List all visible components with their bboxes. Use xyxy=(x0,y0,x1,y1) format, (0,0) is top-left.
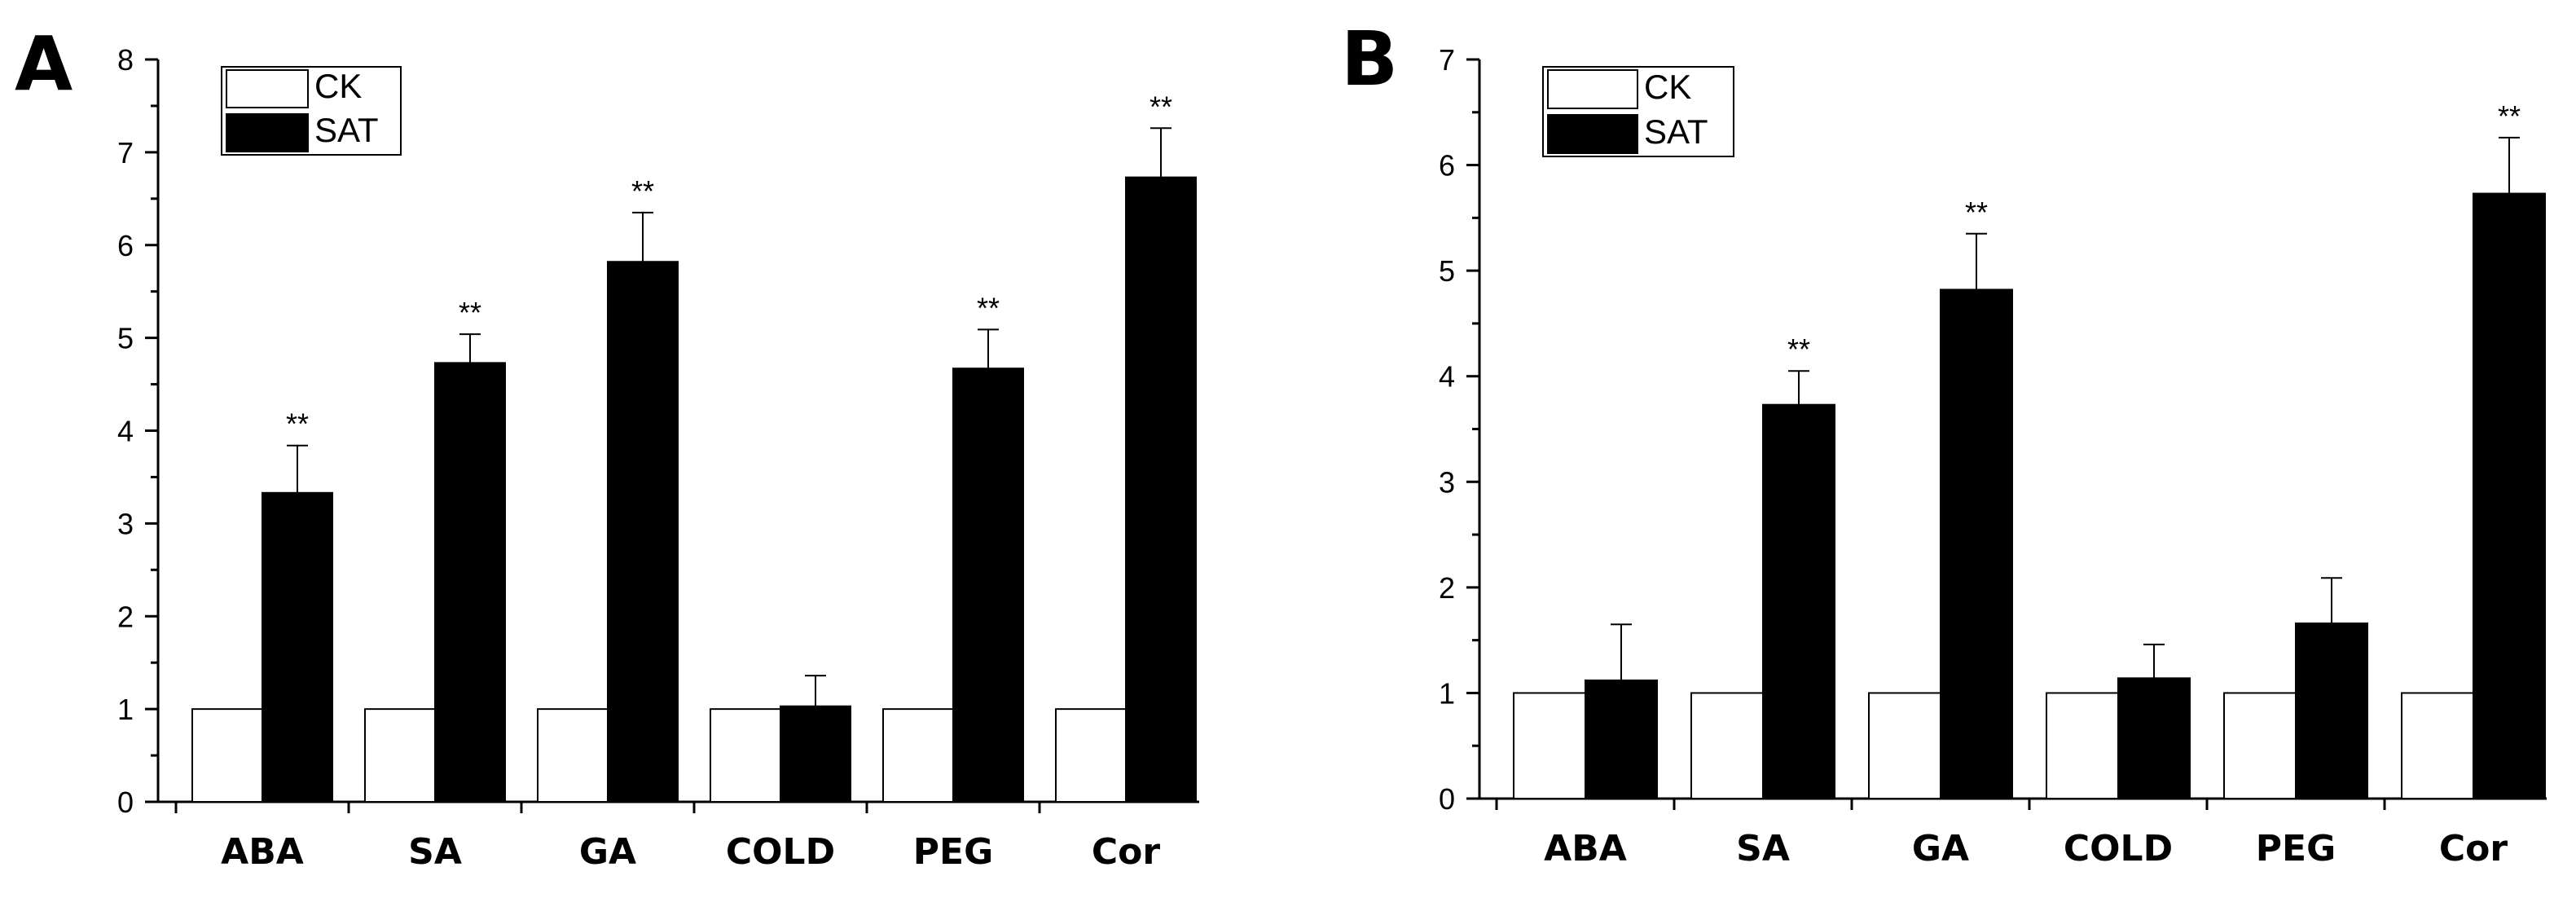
panel-letter: A xyxy=(15,20,73,108)
x-tick-label-peg: PEG xyxy=(913,831,993,873)
bar-sat-aba xyxy=(1585,679,1658,799)
bar-sat-cold xyxy=(780,705,851,803)
bar-ck-sa xyxy=(364,708,436,803)
bar-sat-sa xyxy=(434,362,506,803)
x-tick-label-peg: PEG xyxy=(2256,828,2336,869)
y-tick-label: 8 xyxy=(117,43,134,77)
panel-letter: B xyxy=(1341,15,1398,103)
y-tick-label: 7 xyxy=(1439,43,1455,77)
significance-marker: ** xyxy=(1965,196,1988,229)
bar-ck-sa xyxy=(1690,692,1764,800)
bar-ck-ga xyxy=(1868,692,1941,800)
x-tick-label-aba: ABA xyxy=(1544,828,1627,869)
y-tick-label: 2 xyxy=(1439,571,1455,605)
y-tick-label: 1 xyxy=(1439,676,1455,710)
y-tick-label: 5 xyxy=(117,322,134,355)
legend-label-ck: CK xyxy=(1644,68,1691,106)
legend-label-sat: SAT xyxy=(314,111,379,149)
significance-marker: ** xyxy=(286,407,309,441)
bar-sat-peg xyxy=(952,368,1024,803)
bar-ck-peg xyxy=(2223,692,2297,800)
y-tick-label: 0 xyxy=(117,786,134,819)
y-tick-label: 2 xyxy=(117,600,134,633)
y-tick-label: 3 xyxy=(117,507,134,540)
significance-marker: ** xyxy=(1150,90,1172,123)
bar-ck-cor xyxy=(2401,692,2474,800)
bar-ck-aba xyxy=(191,708,263,803)
significance-marker: ** xyxy=(977,291,1000,324)
significance-marker: ** xyxy=(631,174,654,208)
bar-sat-sa xyxy=(1762,403,1835,799)
bar-ck-aba xyxy=(1513,692,1586,800)
bar-ck-cor xyxy=(1055,708,1127,803)
x-tick-label-ga: GA xyxy=(1912,828,1969,869)
x-tick-label-cold: COLD xyxy=(2064,828,2173,869)
significance-marker: ** xyxy=(1787,332,1810,366)
y-tick-label: 3 xyxy=(1439,465,1455,499)
legend-label-sat: SAT xyxy=(1644,112,1708,151)
x-tick-label-cor: Cor xyxy=(1092,831,1161,873)
y-tick-label: 5 xyxy=(1439,254,1455,288)
x-tick-label-cor: Cor xyxy=(2439,828,2508,869)
x-tick-label-sa: SA xyxy=(1736,828,1790,869)
significance-marker: ** xyxy=(459,296,481,329)
legend-label-ck: CK xyxy=(314,67,362,105)
bar-sat-cold xyxy=(2117,677,2191,799)
bar-sat-aba xyxy=(262,491,333,803)
panel-a: A 0 1 2 3 4 5 6 7 8 ** ABA ** SA ** GA COLD ** PEG ** Cor CK S… xyxy=(15,20,1199,873)
y-tick-label: 1 xyxy=(117,693,134,726)
x-tick-label-sa: SA xyxy=(408,831,462,873)
bar-sat-peg xyxy=(2295,622,2368,800)
bar-ck-cold xyxy=(2046,692,2119,800)
bar-sat-cor xyxy=(2473,192,2546,799)
legend-swatch-sat xyxy=(1547,114,1638,154)
bar-sat-ga xyxy=(607,261,679,803)
significance-marker: ** xyxy=(2498,99,2521,133)
y-tick-label: 6 xyxy=(1439,149,1455,183)
y-tick-label: 4 xyxy=(117,415,134,448)
bar-ck-cold xyxy=(710,708,781,803)
bar-sat-ga xyxy=(1940,288,2013,800)
x-tick-label-ga: GA xyxy=(579,831,636,873)
legend-swatch-ck xyxy=(1547,69,1638,109)
y-tick-label: 6 xyxy=(117,229,134,262)
bar-sat-cor xyxy=(1125,176,1197,803)
panel-b: B 0 1 2 3 4 5 6 7 ABA ** SA ** GA COLD PEG ** Cor CK SAT xyxy=(1341,15,2547,869)
y-tick-label: 4 xyxy=(1439,360,1455,394)
legend-swatch-sat xyxy=(226,113,309,152)
legend-swatch-ck xyxy=(226,69,309,108)
x-tick-label-aba: ABA xyxy=(221,831,304,873)
x-tick-label-cold: COLD xyxy=(726,831,835,873)
y-tick-label: 7 xyxy=(117,136,134,169)
bar-ck-ga xyxy=(537,708,609,803)
y-tick-label: 0 xyxy=(1439,782,1455,816)
bar-ck-peg xyxy=(882,708,954,803)
